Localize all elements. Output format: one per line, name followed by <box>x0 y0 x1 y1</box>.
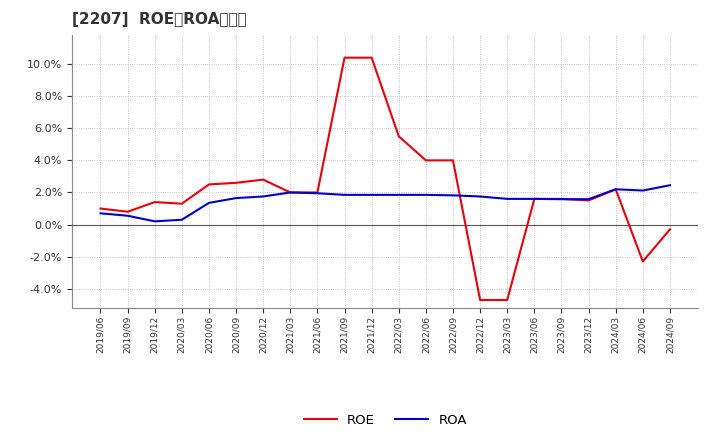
ROA <box>313 191 322 196</box>
ROE <box>123 209 132 214</box>
ROE <box>665 227 674 232</box>
ROA <box>421 192 430 198</box>
ROA <box>639 188 647 193</box>
ROE <box>286 190 294 195</box>
ROE <box>611 187 620 192</box>
ROE <box>341 55 349 60</box>
ROA <box>232 195 240 201</box>
ROE <box>204 182 213 187</box>
ROA <box>557 197 566 202</box>
ROA <box>449 193 457 198</box>
ROE <box>503 297 511 303</box>
ROE <box>313 190 322 195</box>
ROA <box>150 219 159 224</box>
ROA <box>665 183 674 188</box>
Text: [2207]  ROE、ROAの推移: [2207] ROE、ROAの推移 <box>72 12 247 27</box>
ROA <box>341 192 349 198</box>
Line: ROE: ROE <box>101 58 670 300</box>
ROA <box>611 187 620 192</box>
ROE <box>178 201 186 206</box>
ROE <box>639 259 647 264</box>
ROA <box>123 213 132 218</box>
ROE <box>476 297 485 303</box>
ROA <box>530 196 539 202</box>
ROA <box>204 200 213 205</box>
ROE <box>530 196 539 202</box>
ROE <box>150 199 159 205</box>
ROE <box>96 206 105 211</box>
ROA <box>259 194 268 199</box>
ROE <box>395 134 403 139</box>
ROA <box>584 197 593 202</box>
ROA <box>367 192 376 198</box>
ROE <box>584 198 593 203</box>
ROE <box>421 158 430 163</box>
ROE <box>232 180 240 186</box>
ROA <box>503 196 511 202</box>
ROE <box>557 196 566 202</box>
ROA <box>286 190 294 195</box>
ROA <box>476 194 485 199</box>
Line: ROA: ROA <box>101 185 670 221</box>
ROE <box>259 177 268 182</box>
Legend: ROE, ROA: ROE, ROA <box>298 409 472 433</box>
ROA <box>178 217 186 222</box>
ROE <box>449 158 457 163</box>
ROE <box>367 55 376 60</box>
ROA <box>96 211 105 216</box>
ROA <box>395 192 403 198</box>
